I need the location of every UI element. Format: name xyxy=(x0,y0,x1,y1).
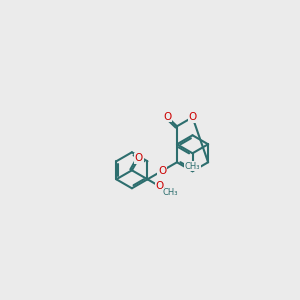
Text: O: O xyxy=(135,153,143,164)
Text: O: O xyxy=(158,166,166,176)
Text: CH₃: CH₃ xyxy=(163,188,178,197)
Text: O: O xyxy=(155,181,164,191)
Text: O: O xyxy=(163,112,171,122)
Text: O: O xyxy=(188,112,197,122)
Text: CH₃: CH₃ xyxy=(185,162,200,171)
